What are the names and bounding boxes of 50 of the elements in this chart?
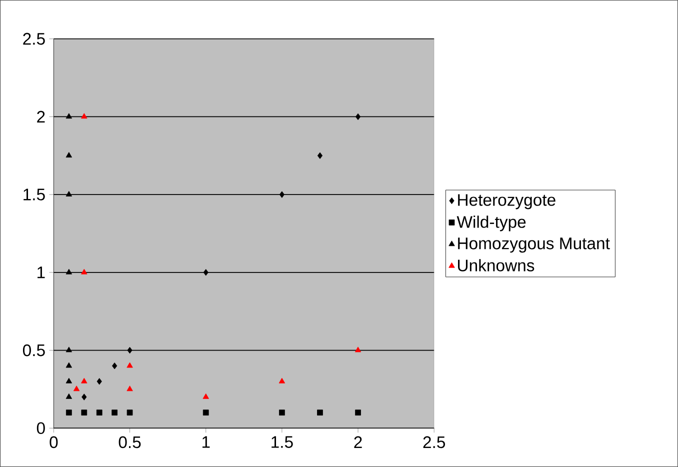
y-tick-label: 1.5 <box>24 188 45 200</box>
point <box>354 346 362 352</box>
point <box>81 410 88 416</box>
y-tick-label: 2.5 <box>23 32 45 45</box>
point <box>66 346 72 352</box>
x-tick-label: 0 <box>50 436 58 448</box>
point <box>66 410 72 416</box>
point <box>112 362 118 370</box>
x-tick-label: 1.5 <box>272 436 293 448</box>
point <box>81 378 88 384</box>
legend-label: Heterozygote <box>458 194 556 210</box>
point <box>96 410 102 416</box>
point <box>66 113 72 119</box>
point <box>81 268 88 274</box>
x-tick-label: 1 <box>202 436 210 448</box>
point <box>202 393 209 399</box>
point <box>127 346 132 354</box>
point <box>66 362 72 368</box>
point <box>81 113 88 119</box>
legend-label: Unknowns <box>458 259 534 272</box>
point <box>278 378 286 384</box>
point <box>96 378 102 385</box>
point <box>66 378 72 384</box>
y-tick-label: 0.5 <box>22 344 45 356</box>
point <box>126 362 133 368</box>
point <box>203 269 208 276</box>
x-tick-label: 2.5 <box>423 436 445 448</box>
point <box>317 410 323 416</box>
point <box>82 394 87 400</box>
point <box>126 386 133 392</box>
legend-label: Wild-type <box>456 216 526 232</box>
y-tick-label: 2 <box>37 110 45 123</box>
point <box>66 191 72 196</box>
legend-label: Homozygous Mutant <box>458 238 610 253</box>
point <box>112 410 118 416</box>
point <box>202 410 209 416</box>
y-tick-label: 0 <box>36 422 45 434</box>
point <box>73 386 80 392</box>
point <box>66 152 72 158</box>
x-tick-label: 0.5 <box>118 436 141 448</box>
point <box>126 410 133 416</box>
point <box>66 268 72 274</box>
x-tick-label: 2 <box>354 436 362 448</box>
point <box>355 410 361 416</box>
point <box>355 113 361 120</box>
point <box>317 152 323 159</box>
point <box>66 393 72 399</box>
point <box>279 191 285 198</box>
y-tick-label: 1 <box>38 266 45 278</box>
point <box>279 410 285 416</box>
